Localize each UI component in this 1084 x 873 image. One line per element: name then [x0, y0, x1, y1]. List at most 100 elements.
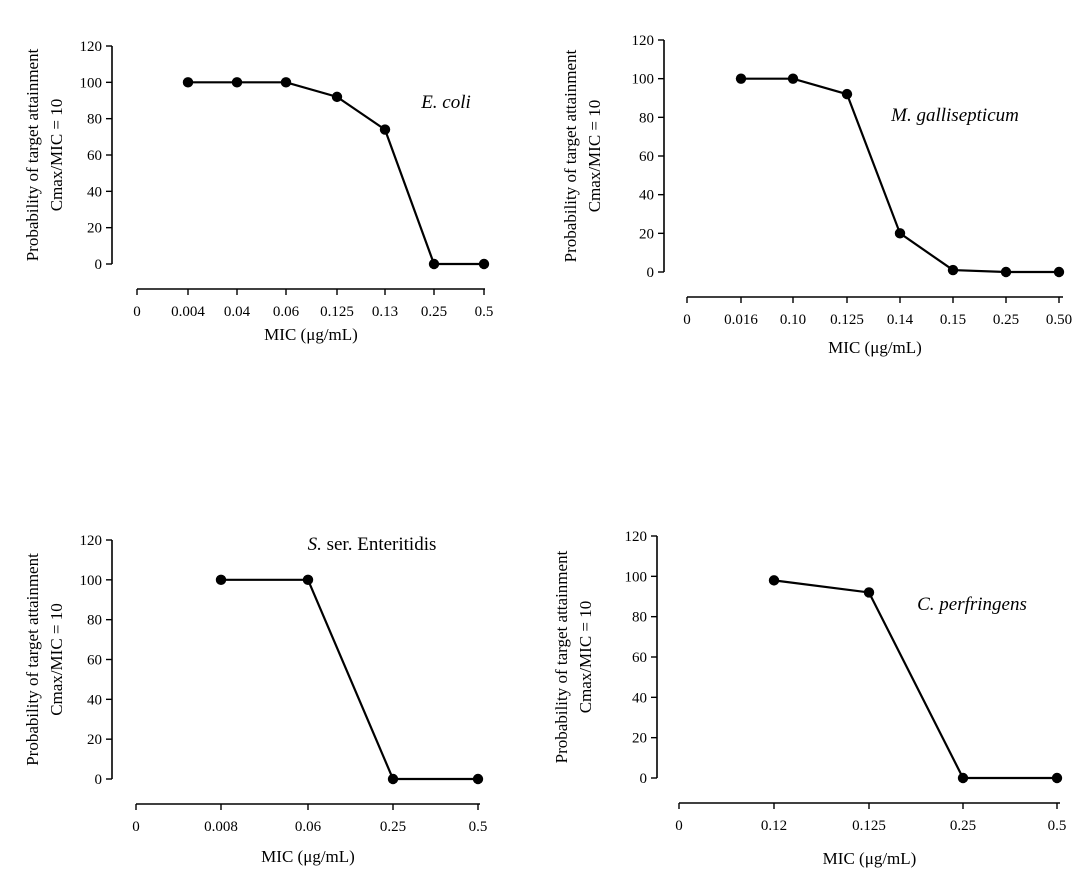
y-tick-label: 100 [632, 72, 655, 88]
y-tick-label: 60 [87, 148, 102, 164]
data-point [231, 77, 243, 88]
data-point [215, 574, 227, 586]
panel-c-perfringens: 0 20 40 60 80 100 120 0 0.12 0.125 0.25 0.5 MIC (μg/… [552, 529, 1066, 868]
y-tick-label: 60 [632, 650, 647, 666]
x-axis-label: MIC (μg/mL) [828, 338, 922, 357]
x-tick-label: 0.14 [887, 312, 914, 328]
data-point [428, 258, 440, 270]
y-axis-label: Probability of target attainment [23, 553, 42, 766]
x-tick-label: 0.125 [852, 818, 886, 834]
x-tick-label: 0.06 [273, 304, 300, 320]
organism-annotation: S. ser. Enteritidis [308, 534, 437, 555]
y-axis-label: Probability of target attainment [561, 49, 580, 262]
x-axis-label: MIC (μg/mL) [264, 325, 358, 344]
y-tick-label: 20 [87, 732, 102, 748]
data-point [787, 73, 799, 84]
y-axis-label-secondary: Cmax/MIC = 10 [47, 99, 66, 212]
organism-annotation-italic: C. perfringens [917, 594, 1027, 615]
data-point [735, 73, 747, 84]
data-point [1053, 266, 1065, 278]
x-tick-label: 0.25 [950, 818, 976, 834]
data-point [379, 124, 391, 135]
y-tick-label: 100 [80, 573, 103, 589]
organism-annotation-italic: E. coli [420, 92, 471, 113]
data-point [841, 88, 853, 100]
panel-s-enteritidis: 0 20 40 60 80 100 120 0 0.008 0.06 0.25 0.5 MIC (μg/… [23, 533, 487, 866]
y-tick-label: 40 [639, 188, 654, 204]
x-tick-label: 0.125 [320, 304, 354, 320]
x-tick-label: 0.5 [469, 819, 488, 835]
y-axis-label-secondary: Cmax/MIC = 10 [576, 601, 595, 714]
x-tick-label: 0.008 [204, 819, 238, 835]
y-tick-label: 120 [625, 529, 648, 545]
x-tick-label: 0.06 [295, 819, 322, 835]
x-tick-label: 0.25 [421, 304, 447, 320]
y-tick-label: 20 [639, 226, 654, 242]
data-point [280, 77, 292, 88]
x-tick-label: 0.25 [993, 312, 1019, 328]
panel-e-coli: 0 20 40 60 80 100 120 0 0.004 0.04 0.06 0.125 0.13 0.… [23, 39, 493, 344]
data-point [302, 574, 314, 586]
x-tick-label: 0.10 [780, 312, 806, 328]
data-point [331, 91, 343, 103]
y-tick-label: 120 [80, 533, 103, 549]
y-axis-label-secondary: Cmax/MIC = 10 [585, 100, 604, 213]
x-tick-label: 0.125 [830, 312, 864, 328]
data-point [478, 258, 490, 270]
y-tick-label: 40 [87, 184, 102, 200]
data-point [472, 773, 484, 785]
x-tick-label: 0 [133, 304, 141, 320]
y-tick-label: 0 [95, 257, 103, 273]
data-point [957, 772, 969, 784]
organism-annotation: E. coli [420, 92, 471, 113]
organism-annotation-italic: M. gallisepticum [890, 105, 1019, 126]
y-tick-label: 0 [647, 265, 655, 281]
x-tick-label: 0.13 [372, 304, 398, 320]
y-axis-label-secondary: Cmax/MIC = 10 [47, 603, 66, 716]
series-line [773, 579, 1057, 780]
x-tick-label: 0.25 [380, 819, 406, 835]
y-tick-label: 60 [639, 149, 654, 165]
y-tick-label: 60 [87, 653, 102, 669]
x-tick-label: 0.12 [761, 818, 787, 834]
x-tick-label: 0.5 [475, 304, 494, 320]
organism-annotation-italic: S. [308, 534, 322, 555]
y-tick-label: 20 [87, 221, 102, 237]
data-point [894, 228, 906, 239]
x-axis-label: MIC (μg/mL) [823, 849, 917, 868]
y-tick-label: 120 [80, 39, 103, 55]
y-axis-label: Probability of target attainment [552, 550, 571, 763]
y-tick-label: 80 [639, 110, 654, 126]
data-point [1000, 266, 1012, 278]
y-tick-label: 80 [632, 610, 647, 626]
x-tick-label: 0 [675, 818, 683, 834]
x-tick-label: 0.15 [940, 312, 966, 328]
x-axis-label: MIC (μg/mL) [261, 847, 355, 866]
x-tick-label: 0.04 [224, 304, 251, 320]
x-tick-label: 0.50 [1046, 312, 1072, 328]
y-tick-label: 40 [632, 690, 647, 706]
x-tick-label: 0 [132, 819, 140, 835]
data-point [182, 77, 194, 88]
organism-annotation: M. gallisepticum [890, 105, 1019, 126]
data-point [387, 773, 399, 785]
y-tick-label: 40 [87, 692, 102, 708]
x-tick-label: 0.016 [724, 312, 758, 328]
data-point [947, 264, 959, 276]
y-tick-label: 20 [632, 731, 647, 747]
data-point [863, 587, 875, 598]
x-tick-label: 0.004 [171, 304, 205, 320]
y-tick-label: 120 [632, 33, 655, 49]
y-tick-label: 80 [87, 112, 102, 128]
series-line [221, 578, 478, 781]
organism-annotation-plain: ser. Enteritidis [322, 534, 437, 555]
x-tick-label: 0 [683, 312, 691, 328]
x-tick-label: 0.5 [1048, 818, 1067, 834]
panel-m-gallisepticum: 0 20 40 60 80 100 120 0 0.016 0.10 0.125 0.14 0.15 0.… [561, 33, 1072, 357]
y-tick-label: 80 [87, 613, 102, 629]
y-tick-label: 100 [625, 569, 648, 585]
y-tick-label: 0 [640, 771, 648, 787]
y-tick-label: 100 [80, 75, 103, 91]
data-point [768, 575, 780, 586]
